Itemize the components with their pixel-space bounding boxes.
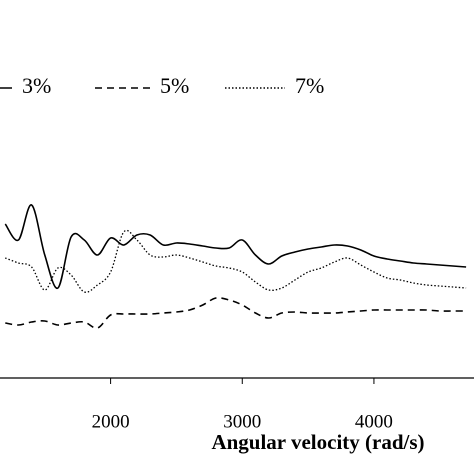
x-tick-label: 2000: [92, 411, 130, 432]
x-tick-label: 4000: [355, 411, 393, 432]
legend-label: 3%: [22, 73, 51, 98]
x-tick-label: 3000: [223, 411, 261, 432]
series-line: [5, 296, 467, 329]
series-line: [5, 229, 467, 293]
legend-label: 7%: [295, 73, 324, 98]
x-axis-label: Angular velocity (rad/s): [211, 430, 424, 454]
series-line: [4, 204, 467, 289]
legend-label: 5%: [160, 73, 189, 98]
